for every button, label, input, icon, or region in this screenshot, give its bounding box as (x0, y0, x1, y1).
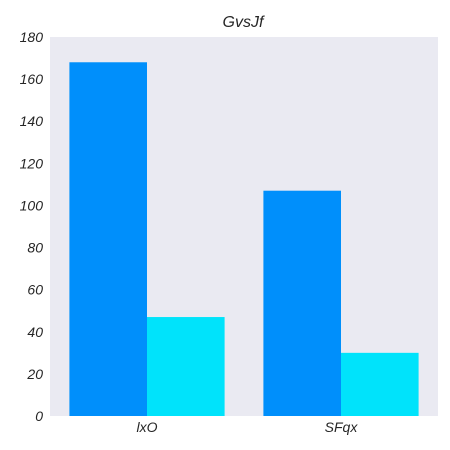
bars-group (69, 62, 419, 417)
bar-SFqx-series-1 (263, 190, 341, 416)
y-tick-labels: 0 20 40 60 80 100 120 140 160 180 (20, 29, 44, 424)
x-tick-labels: lxO SFqx (137, 419, 359, 435)
y-tick-label: 140 (20, 113, 44, 129)
y-tick-label: 180 (20, 29, 44, 45)
y-tick-label: 60 (27, 282, 43, 298)
y-tick-label: 100 (20, 197, 44, 213)
bar-lxO-series-1 (69, 62, 147, 417)
y-tick-label: 0 (35, 408, 43, 424)
bar-SFqx-series-2 (341, 352, 419, 416)
chart-title: GvsJf (223, 14, 265, 31)
x-tick-label: lxO (137, 419, 158, 435)
bar-lxO-series-2 (147, 317, 225, 416)
y-tick-label: 40 (27, 324, 43, 340)
y-tick-label: 20 (26, 366, 43, 382)
y-tick-label: 80 (27, 240, 43, 256)
y-tick-label: 120 (20, 155, 44, 171)
y-tick-label: 160 (20, 71, 44, 87)
x-tick-label: SFqx (325, 419, 359, 435)
